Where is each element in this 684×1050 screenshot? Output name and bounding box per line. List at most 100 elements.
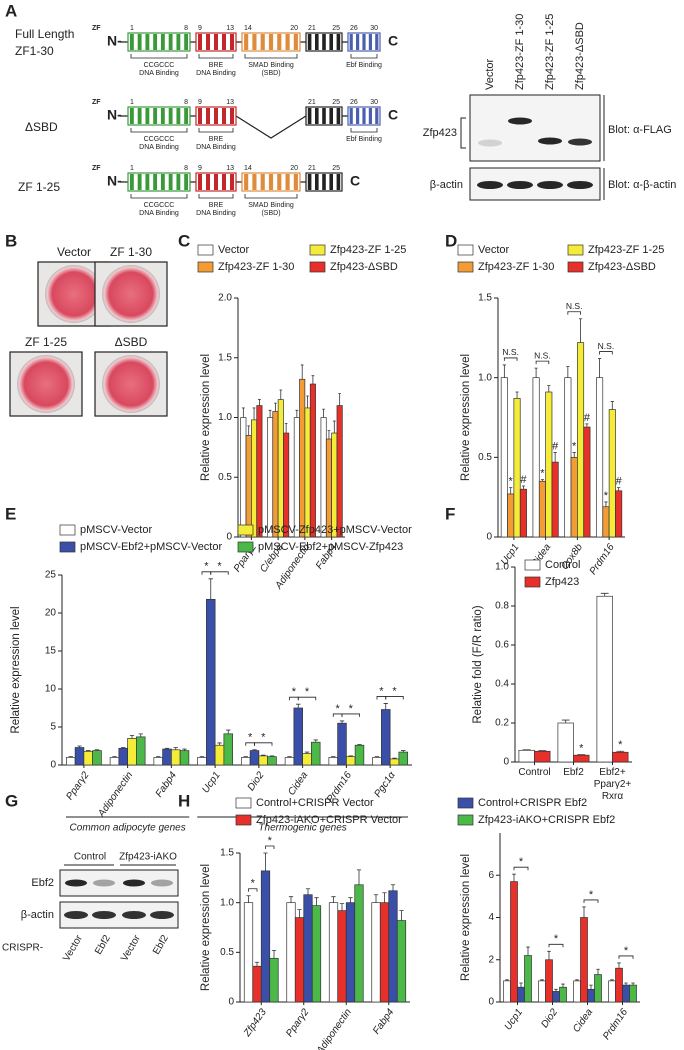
error-bar [279,389,283,400]
bar [372,757,382,766]
zinc-finger [230,174,234,190]
zf-label: ZF [92,165,101,172]
significance-bracket [297,696,317,701]
error-bar [331,756,336,758]
zinc-finger [206,34,210,50]
panel-letter: F [445,504,455,523]
bar [309,383,316,538]
zinc-finger [349,108,353,124]
bar [518,749,535,763]
y-tick-label: 1.0 [495,562,509,573]
zinc-finger [168,108,173,124]
significance-mark: * [554,933,559,945]
error-bar [575,979,579,981]
significance-mark: * [248,732,253,744]
error-bar [610,401,614,410]
zinc-finger [322,34,326,50]
bar [379,902,390,1003]
bar [127,738,137,766]
legend-swatch [457,814,474,826]
domain-label: BRE [209,62,224,69]
bar [503,980,511,1003]
bar [580,917,588,1003]
row-label: Ebf2 [31,877,54,889]
zinc-finger [160,108,165,124]
domain-bracket [130,54,188,59]
zf-number: 26 [350,99,358,106]
legend-label: Control+CRISPR Ebf2 [478,797,587,809]
bar [510,881,518,1003]
well [45,265,103,323]
bar [545,959,553,1003]
zinc-finger [356,108,360,124]
well-label: ZF 1-30 [110,245,152,259]
panel-letter: D [445,231,457,250]
zf-label: ZF [92,99,101,106]
domain-label: Ebf Binding [346,62,382,69]
bar [272,411,279,538]
error-bar [77,745,82,748]
error-bar [138,733,143,737]
y-axis-label: Relative expression level [200,354,212,481]
zf-number: 8 [184,99,188,106]
y-tick-label: 10 [45,684,57,695]
significance-bracket [210,571,229,575]
bar [325,438,332,538]
lane-label: Vector [61,933,85,964]
domain-bracket [350,54,378,59]
bar [538,480,546,538]
bar [331,432,338,538]
significance-mark: * [292,686,297,698]
zinc-finger [214,108,218,124]
zinc-finger [137,174,142,190]
y-tick-label: 0.5 [220,947,234,958]
error-bar [631,982,635,986]
zf-number: 25 [332,25,340,32]
band [478,139,502,147]
bar [136,736,146,766]
error-bar [582,906,586,918]
construct-name: ZF1-30 [15,44,54,58]
error-bar [526,946,530,956]
zinc-finger [222,34,226,50]
bar [517,986,525,1003]
zinc-finger [260,174,265,190]
zf-number: 9 [198,165,202,172]
bar [243,902,254,1003]
bar [267,756,277,766]
well [102,355,160,413]
error-bar [287,756,292,758]
error-bar [534,367,538,378]
error-bar [288,896,294,903]
legend-swatch [237,541,254,553]
bar [545,391,553,538]
panel-letter: C [178,231,190,250]
error-bar [258,399,261,406]
zinc-finger [375,34,379,50]
legend-swatch [309,261,326,273]
lane-label: Zfp423-ΔSBD [574,22,586,90]
significance-mark: * [251,878,256,890]
n-terminus: N- [107,107,122,123]
error-bar [505,979,509,981]
zf-number: 9 [198,99,202,106]
antibody-label: Blot: α-FLAG [608,124,672,136]
bar [534,750,551,763]
bar [283,432,290,538]
x-tick-label: Ucp1 [503,1007,525,1032]
bar [304,407,311,538]
zinc-finger [129,174,134,190]
band [508,117,532,125]
panel-letter: G [5,791,18,810]
error-bar [268,409,272,418]
legend-swatch [59,524,76,536]
bar [371,902,381,1003]
significance-mark: N.S. [534,350,551,360]
bar [162,748,172,766]
bar [320,417,327,538]
error-bar [284,423,288,434]
domain-label: DNA Binding [139,70,179,77]
y-tick-label: 0.4 [495,679,509,690]
bar [302,753,312,766]
bar [354,884,364,1003]
